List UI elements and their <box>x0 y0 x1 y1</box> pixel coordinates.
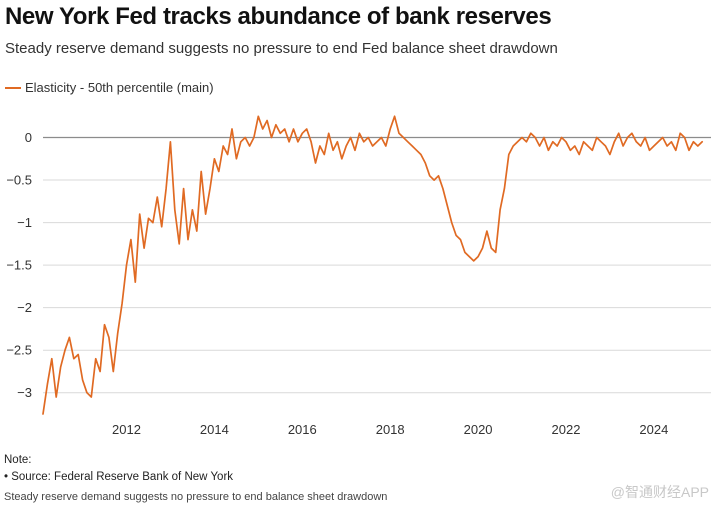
y-tick-label: −1 <box>17 215 32 230</box>
x-tick-label: 2012 <box>112 422 141 437</box>
chart-title: New York Fed tracks abundance of bank re… <box>5 3 552 30</box>
y-tick-label: 0 <box>25 130 32 145</box>
x-tick-label: 2016 <box>288 422 317 437</box>
x-tick-label: 2020 <box>464 422 493 437</box>
y-axis-ticks: 0 −0.5 −1 −1.5 −2 −2.5 −3 <box>6 130 32 400</box>
y-tick-label: −2 <box>17 300 32 315</box>
legend-label: Elasticity - 50th percentile (main) <box>25 80 214 95</box>
y-tick-label: −2.5 <box>6 343 32 358</box>
x-tick-label: 2022 <box>552 422 581 437</box>
legend: Elasticity - 50th percentile (main) <box>5 80 214 95</box>
chart-subtitle: Steady reserve demand suggests no pressu… <box>5 40 558 57</box>
y-tick-label: −1.5 <box>6 258 32 273</box>
legend-swatch <box>5 86 21 89</box>
note-label: Note: <box>4 454 32 466</box>
footer-caption: Steady reserve demand suggests no pressu… <box>4 491 388 503</box>
x-tick-label: 2014 <box>200 422 229 437</box>
note-source: • Source: Federal Reserve Bank of New Yo… <box>4 471 234 483</box>
y-tick-label: −3 <box>17 385 32 400</box>
gridlines <box>43 136 711 394</box>
y-tick-label: −0.5 <box>6 173 32 188</box>
x-axis-ticks: 2012 2014 2016 2018 2020 2022 2024 <box>112 422 668 437</box>
series-line-elasticity <box>42 115 704 415</box>
watermark: @智通财经APP <box>610 484 709 500</box>
series-layer <box>42 115 704 415</box>
x-tick-label: 2018 <box>376 422 405 437</box>
x-tick-label: 2024 <box>639 422 668 437</box>
